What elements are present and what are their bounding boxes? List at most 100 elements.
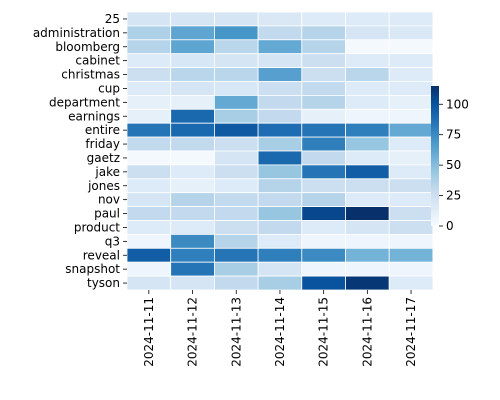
heatmap-cell bbox=[170, 81, 215, 96]
heatmap-cell bbox=[257, 247, 303, 263]
heatmap-cell bbox=[170, 220, 215, 235]
heatmap-cell bbox=[170, 192, 215, 207]
heatmap-cell bbox=[257, 53, 303, 69]
heatmap-cells bbox=[126, 11, 434, 291]
heatmap-cell bbox=[126, 81, 172, 96]
heatmap-cell bbox=[126, 164, 172, 180]
row-label: friday bbox=[85, 137, 120, 151]
heatmap-cell bbox=[170, 25, 215, 41]
row-label: jake bbox=[94, 165, 120, 179]
colorbar-tick-label: 100 bbox=[446, 97, 469, 111]
row-labels: 25administrationbloombergcabinetchristma… bbox=[33, 12, 127, 290]
row-label: 25 bbox=[105, 12, 120, 26]
heatmap-cell bbox=[301, 192, 346, 207]
heatmap-cell bbox=[257, 136, 303, 152]
heatmap-cell bbox=[126, 122, 172, 138]
heatmap-cell bbox=[257, 233, 303, 249]
heatmap-cell bbox=[213, 247, 259, 263]
heatmap-cell bbox=[257, 95, 303, 110]
heatmap-cell bbox=[213, 220, 259, 235]
heatmap-cell bbox=[301, 220, 346, 235]
row-label: gaetz bbox=[87, 151, 120, 165]
heatmap-cell bbox=[345, 206, 390, 221]
heatmap-cell bbox=[345, 136, 390, 152]
row-label: product bbox=[74, 220, 120, 234]
column-label: 2024-11-14 bbox=[273, 297, 287, 367]
heatmap-cell bbox=[213, 275, 259, 291]
row-label: tyson bbox=[87, 276, 120, 290]
row-label: nov bbox=[98, 193, 120, 207]
heatmap-cell bbox=[126, 206, 172, 221]
heatmap-cell bbox=[213, 39, 259, 55]
heatmap-cell bbox=[126, 53, 172, 69]
heatmap-cell bbox=[170, 39, 215, 55]
heatmap-cell bbox=[126, 178, 172, 194]
heatmap-cell bbox=[345, 39, 390, 55]
heatmap-cell bbox=[126, 261, 172, 277]
heatmap-cell bbox=[213, 164, 259, 180]
heatmap-cell bbox=[301, 261, 346, 277]
colorbar-tick-label: 75 bbox=[446, 128, 461, 142]
heatmap-cell bbox=[301, 164, 346, 180]
heatmap-cell bbox=[388, 39, 434, 55]
row-label: paul bbox=[94, 207, 120, 221]
heatmap-cell bbox=[345, 261, 390, 277]
heatmap-cell bbox=[345, 275, 390, 291]
column-label: 2024-11-15 bbox=[317, 297, 331, 367]
heatmap-cell bbox=[170, 108, 215, 124]
heatmap-cell bbox=[301, 206, 346, 221]
heatmap-cell bbox=[301, 122, 346, 138]
heatmap-cell bbox=[345, 67, 390, 82]
heatmap-cell bbox=[170, 11, 215, 27]
heatmap-cell bbox=[345, 11, 390, 27]
heatmap-cell bbox=[301, 275, 346, 291]
heatmap-cell bbox=[345, 233, 390, 249]
heatmap-cell bbox=[213, 95, 259, 110]
row-label: bloomberg bbox=[55, 40, 120, 54]
heatmap-cell bbox=[257, 220, 303, 235]
heatmap-cell bbox=[257, 108, 303, 124]
heatmap-cell bbox=[213, 233, 259, 249]
heatmap-cell bbox=[388, 122, 434, 138]
heatmap-cell bbox=[301, 53, 346, 69]
row-label: snapshot bbox=[65, 262, 120, 276]
heatmap-cell bbox=[388, 247, 434, 263]
heatmap-cell bbox=[345, 53, 390, 69]
heatmap-cell bbox=[126, 233, 172, 249]
heatmap-cell bbox=[388, 67, 434, 82]
heatmap-cell bbox=[170, 136, 215, 152]
heatmap-cell bbox=[126, 275, 172, 291]
heatmap-cell bbox=[170, 261, 215, 277]
heatmap-cell bbox=[345, 164, 390, 180]
column-label: 2024-11-13 bbox=[229, 297, 243, 367]
heatmap-cell bbox=[257, 275, 303, 291]
heatmap-cell bbox=[301, 136, 346, 152]
row-label: jones bbox=[87, 179, 120, 193]
heatmap-cell bbox=[257, 164, 303, 180]
heatmap-cell bbox=[388, 220, 434, 235]
heatmap-cell bbox=[345, 108, 390, 124]
heatmap-cell bbox=[257, 11, 303, 27]
heatmap-cell bbox=[126, 11, 172, 27]
heatmap-cell bbox=[345, 247, 390, 263]
heatmap-cell bbox=[170, 164, 215, 180]
column-label: 2024-11-16 bbox=[360, 297, 374, 367]
heatmap-cell bbox=[388, 206, 434, 221]
row-label: q3 bbox=[105, 234, 120, 248]
heatmap-cell bbox=[213, 150, 259, 166]
heatmap-cell bbox=[301, 25, 346, 41]
heatmap-cell bbox=[301, 108, 346, 124]
heatmap-cell bbox=[257, 206, 303, 221]
heatmap-cell bbox=[170, 67, 215, 82]
heatmap-cell bbox=[213, 53, 259, 69]
heatmap-cell bbox=[301, 233, 346, 249]
heatmap-cell bbox=[126, 192, 172, 207]
heatmap-cell bbox=[170, 53, 215, 69]
column-label: 2024-11-12 bbox=[186, 297, 200, 367]
heatmap-cell bbox=[301, 39, 346, 55]
row-label: department bbox=[49, 95, 120, 109]
heatmap-cell bbox=[126, 108, 172, 124]
heatmap-cell bbox=[388, 136, 434, 152]
heatmap-cell bbox=[257, 261, 303, 277]
